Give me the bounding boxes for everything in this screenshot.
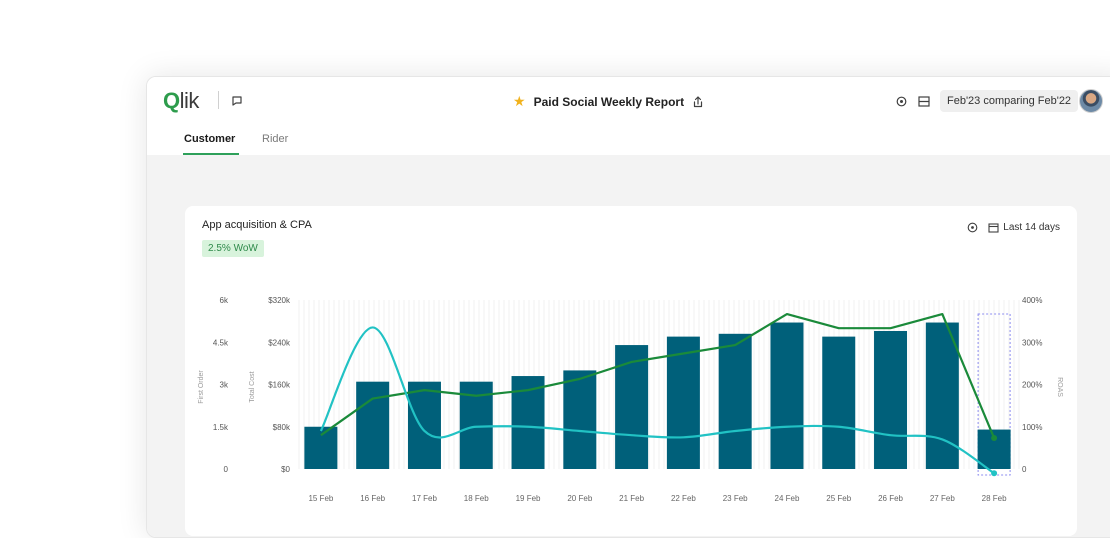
app-window: Qlik ★ Paid Social Weekly Report Feb'23 …	[146, 76, 1110, 538]
report-title-group: ★ Paid Social Weekly Report	[513, 93, 704, 110]
chart-card: App acquisition & CPA 2.5% WoW Last 14 d…	[185, 206, 1077, 536]
date-range-label: Last 14 days	[1003, 222, 1060, 233]
card-tools: Last 14 days	[967, 222, 1060, 233]
speech-bubble-icon[interactable]	[229, 93, 245, 109]
logo-rest: lik	[179, 88, 200, 113]
logo-divider	[218, 91, 219, 109]
avatar[interactable]	[1079, 89, 1103, 113]
star-icon[interactable]: ★	[513, 93, 526, 109]
gear-icon[interactable]	[967, 222, 978, 233]
logo-q: Q	[163, 88, 180, 113]
gear-icon[interactable]	[894, 94, 908, 108]
share-icon[interactable]	[692, 95, 704, 108]
active-tab-indicator	[183, 153, 239, 155]
wow-badge: 2.5% WoW	[202, 240, 264, 257]
top-bar: Qlik ★ Paid Social Weekly Report Feb'23 …	[147, 77, 1110, 123]
panel-icon[interactable]	[917, 94, 931, 108]
report-title: Paid Social Weekly Report	[533, 94, 685, 109]
card-title: App acquisition & CPA	[202, 219, 312, 231]
compare-period-selector[interactable]: Feb'23 comparing Feb'22	[940, 90, 1079, 112]
calendar-icon	[988, 222, 999, 233]
date-range-selector[interactable]: Last 14 days	[988, 222, 1060, 233]
qlik-logo[interactable]: Qlik	[163, 88, 199, 114]
tab-customer[interactable]: Customer	[184, 133, 236, 145]
tab-rider[interactable]: Rider	[262, 133, 289, 145]
tab-bar: Customer Rider	[147, 123, 1110, 155]
